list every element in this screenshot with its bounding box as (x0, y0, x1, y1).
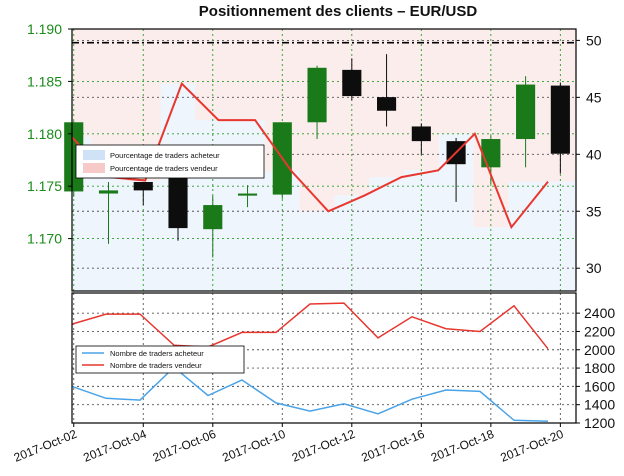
bottom-panel: 2400 2200 2000 1800 1600 1400 1200 2017-Oct-02… (12, 292, 615, 465)
price-tick-label: 1.175 (27, 178, 62, 194)
percent-tick-label: 40 (586, 146, 602, 162)
bottom-legend-box (75, 345, 245, 374)
top-panel-frame (71, 28, 577, 292)
percent-tick-label: 45 (586, 89, 602, 105)
count-tick-label: 2000 (584, 342, 615, 358)
vendeur-count-line (71, 302, 549, 350)
acheteur-band (299, 211, 335, 291)
price-axis: 1.190 1.185 1.180 1.175 1.170 (27, 21, 72, 247)
top-legend-box (75, 144, 265, 179)
date-tick-label: 2017-Oct-12 (290, 427, 357, 465)
price-tick-label: 1.180 (27, 126, 62, 142)
candle-up (203, 205, 223, 230)
legend-swatch-vendeur (83, 163, 105, 173)
candle-up (307, 67, 327, 123)
candle-up (481, 139, 501, 168)
date-tick-label: 2017-Oct-20 (498, 427, 565, 465)
count-tick-label: 1800 (584, 360, 615, 376)
count-tick-label: 1400 (584, 397, 615, 413)
candle-down (550, 85, 570, 154)
acheteur-count-line (71, 366, 549, 422)
candle-down (377, 97, 397, 111)
acheteur-band (542, 181, 576, 291)
date-tick-label: 2017-Oct-16 (359, 427, 426, 465)
chart-title: Positionnement des clients – EUR/USD (199, 3, 478, 20)
date-tick-label: 2017-Oct-10 (220, 427, 287, 465)
count-tick-label: 1600 (584, 378, 615, 394)
percent-tick-label: 30 (586, 260, 602, 276)
date-axis: 2017-Oct-02 2017-Oct-04 2017-Oct-06 2017-Oc… (12, 423, 566, 465)
price-tick-label: 1.170 (27, 231, 62, 247)
date-tick-label: 2017-Oct-18 (429, 427, 496, 465)
top-legend: Pourcentage de traders acheteur Pourcent… (75, 144, 265, 179)
legend-label-vendeur: Pourcentage de traders vendeur (110, 164, 218, 173)
count-tick-label: 2400 (584, 305, 615, 321)
date-tick-label: 2017-Oct-06 (151, 427, 218, 465)
candle-up (237, 193, 258, 196)
vendeur-band (160, 29, 196, 84)
date-tick-label: 2017-Oct-04 (81, 427, 148, 465)
percent-axis: 50 45 40 35 30 (576, 32, 602, 276)
candle-up (516, 84, 536, 140)
bottom-legend: Nombre de traders acheteur Nombre de tra… (75, 345, 245, 374)
count-tick-label: 2200 (584, 323, 615, 339)
price-tick-label: 1.190 (27, 21, 62, 37)
count-tick-label: 1200 (584, 415, 615, 431)
percent-tick-label: 50 (586, 32, 602, 48)
acheteur-band (508, 181, 543, 291)
legend-swatch-acheteur (83, 150, 105, 160)
legend-label-count-acheteur: Nombre de traders acheteur (110, 349, 204, 358)
bottom-panel-frame (71, 292, 577, 424)
vendeur-band (230, 29, 265, 121)
candle-down (168, 169, 188, 229)
candle-up (98, 190, 119, 194)
percent-tick-label: 35 (586, 203, 602, 219)
vendeur-band (334, 29, 370, 196)
candle-down (411, 126, 431, 142)
candle-down (342, 69, 362, 97)
legend-label-acheteur: Pourcentage de traders acheteur (110, 151, 220, 160)
vendeur-band (473, 29, 509, 228)
legend-label-count-vendeur: Nombre de traders vendeur (110, 361, 202, 370)
vendeur-band (72, 29, 92, 138)
top-panel: 1.190 1.185 1.180 1.175 1.170 50 45 40 35 30 Pou… (27, 21, 602, 292)
candle-down (133, 182, 153, 191)
acheteur-band (369, 177, 404, 291)
count-axis: 2400 2200 2000 1800 1600 1400 1200 (576, 305, 615, 431)
date-tick-label: 2017-Oct-02 (12, 427, 79, 465)
price-tick-label: 1.185 (27, 73, 62, 89)
